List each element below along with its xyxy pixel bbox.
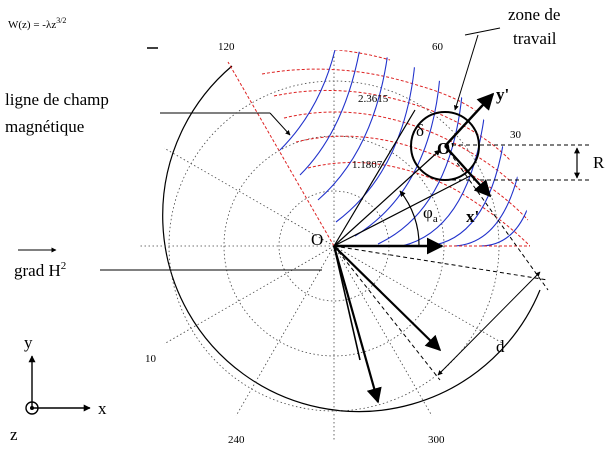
angle-tick-30: 30 — [510, 129, 522, 141]
angle-tick-60: 60 — [432, 41, 444, 53]
origin-label: O — [311, 230, 323, 249]
formula-text: W(z) = -λz3/2 — [8, 16, 66, 31]
zone-label-line1: zone de — [508, 5, 560, 24]
distance-d-arrow — [437, 271, 541, 376]
equipotential-lines — [249, 50, 530, 247]
zone-label-line2: travail — [513, 29, 557, 48]
angle-tick-240: 240 — [228, 434, 245, 446]
grad-arrow-1 — [332, 245, 382, 404]
triad-z-circle — [25, 401, 39, 415]
phi-angle-arc — [399, 190, 420, 247]
angle-tick-10: 10 — [145, 353, 157, 365]
radius-tick-outer: 2.3615 — [358, 93, 389, 105]
wedge-boundary-120 — [227, 61, 335, 247]
grad-arrow-3 — [333, 245, 361, 361]
angle-tick-120: 120 — [218, 41, 235, 53]
field-line-leader-arrow — [269, 112, 291, 136]
field-lines — [279, 50, 528, 247]
y-prime-label: y' — [496, 85, 509, 104]
d-label: d — [496, 337, 505, 356]
radius-tick-inner: 1.1807 — [352, 159, 383, 171]
grad-arrow-2 — [333, 245, 442, 352]
y-prime-arrow — [444, 92, 495, 147]
triad-x-label: x — [98, 399, 107, 418]
field-label-line1: ligne de champ — [5, 90, 109, 109]
delta-label: δ — [416, 121, 424, 140]
center-label: O' — [437, 139, 455, 158]
tangent-line-lower — [333, 175, 471, 247]
grad-label: grad H2 — [14, 260, 66, 280]
triad-z-label: z — [10, 425, 18, 444]
angle-tick-300: 300 — [428, 434, 445, 446]
dashed-ray-2 — [333, 245, 549, 281]
triad-z-dot — [30, 406, 34, 410]
r-label: R — [593, 153, 605, 172]
outer-circle — [162, 65, 541, 413]
zone-leader-arrow — [453, 34, 479, 111]
tangent-line-upper — [333, 109, 416, 247]
zone-leader — [464, 27, 501, 36]
triad-y-label: y — [24, 333, 33, 352]
vector-to-center — [333, 149, 441, 247]
x-prime-arrow — [444, 145, 492, 198]
polar-spokes — [138, 50, 505, 442]
field-label-line2: magnétique — [5, 117, 84, 136]
dashed-ray-1 — [333, 245, 441, 381]
dashed-ray-3 — [444, 145, 549, 291]
phi-label: φa — [423, 203, 438, 225]
x-prime-label: x' — [466, 207, 479, 226]
